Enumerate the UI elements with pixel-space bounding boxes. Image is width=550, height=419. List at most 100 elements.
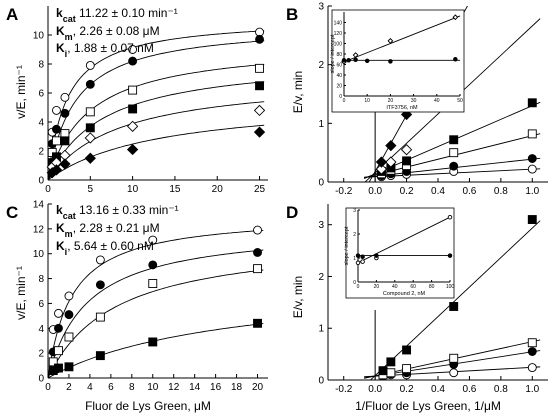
x-tick-label: -0.2 — [335, 384, 353, 395]
data-point — [253, 318, 262, 328]
panel-a-plot: 0 5 10 15 20 25 0 2 4 6 8 10 — [33, 6, 268, 195]
inset-data-point — [355, 260, 361, 266]
data-point — [375, 156, 388, 168]
inset-x-tick-label: 60 — [410, 284, 416, 290]
y-tick-label: 2 — [318, 272, 324, 283]
x-tick-label: 0.8 — [494, 384, 508, 395]
x-tick-label: 5 — [88, 184, 94, 195]
data-point — [60, 108, 70, 118]
inset-data-point — [352, 52, 359, 58]
data-point — [255, 27, 264, 37]
fit-curve — [48, 229, 264, 375]
x-tick-label: 1.0 — [525, 384, 539, 395]
data-point — [386, 357, 396, 367]
data-point — [255, 81, 264, 91]
data-point — [255, 34, 264, 44]
panel-b: B E/v, min -0.2 0.0 0.2 0.4 0.6 0.8 1.0 0 1 2 3 0 1… — [286, 2, 548, 197]
panel-c-params: kcat 13.16 ± 0.33 min⁻¹ Km, 2.28 ± 0.21 … — [56, 203, 179, 257]
x-tick-label: -0.2 — [335, 186, 353, 197]
panel-a-param-km: Km, 2.26 ± 0.08 μM — [56, 24, 160, 42]
data-point — [449, 148, 459, 158]
x-tick-label: 0.0 — [368, 384, 382, 395]
x-tick-label: 12 — [168, 382, 180, 393]
data-point — [449, 353, 459, 363]
x-tick-label: 15 — [169, 184, 181, 195]
inset-x-tick-label: 0 — [343, 98, 346, 104]
x-tick-label: 20 — [252, 382, 264, 393]
y-tick-label: 14 — [33, 200, 45, 211]
inset-y-tick-label: 140 — [334, 20, 343, 26]
panel-d-inset: 0 20 40 60 80 100 0 1 2 3 Compound 2, nM slope / in… — [344, 207, 455, 299]
y-tick-label: 0 — [38, 176, 44, 187]
x-tick-label: 0.4 — [431, 384, 445, 395]
inset-data-point — [388, 59, 393, 64]
x-tick-label: 0.2 — [400, 384, 414, 395]
inset-data-point — [360, 259, 365, 264]
data-point — [128, 56, 138, 66]
x-tick-label: 14 — [189, 382, 201, 393]
data-point — [449, 302, 459, 311]
y-tick-label: 3 — [318, 220, 324, 231]
x-tick-label: 1.0 — [525, 186, 539, 197]
data-point — [253, 104, 266, 117]
data-point — [84, 152, 96, 164]
y-tick-label: 0 — [38, 374, 44, 385]
inset-fit-line — [343, 15, 461, 63]
inset-data-point — [447, 214, 453, 220]
data-point — [54, 363, 63, 373]
y-tick-label: 2 — [318, 60, 324, 71]
data-point — [95, 312, 105, 322]
inset-xlabel: Compound 2, nM — [383, 291, 426, 297]
inset-y-tick-label: 120 — [334, 31, 343, 37]
data-point — [59, 158, 71, 170]
data-point — [253, 264, 262, 274]
panel-letter-c: C — [6, 203, 18, 222]
inset-y-tick-label: 100 — [334, 41, 343, 47]
y-tick-label: 1 — [318, 324, 324, 335]
panel-d-plot: -0.2 0.0 0.2 0.4 0.6 0.8 1.0 0 1 2 3 — [318, 204, 548, 395]
y-tick-label: 6 — [38, 89, 44, 100]
data-point — [148, 260, 158, 270]
inset-y-tick-label: 20 — [336, 83, 342, 89]
data-point — [402, 345, 412, 355]
data-point — [128, 45, 138, 54]
y-tick-label: 8 — [38, 274, 44, 285]
data-point — [148, 235, 158, 245]
inset-x-tick-label: 0 — [357, 284, 360, 290]
y-tick-label: 6 — [38, 299, 44, 310]
data-point — [148, 279, 158, 288]
inset-x-tick-label: 50 — [457, 98, 463, 104]
data-point — [85, 123, 95, 133]
panel-c-param-kcat: kcat 13.16 ± 0.33 min⁻¹ — [56, 203, 179, 221]
x-tick-label: 0.6 — [462, 384, 476, 395]
panel-letter-b: B — [286, 5, 298, 24]
inset-data-point — [374, 253, 379, 258]
data-point — [95, 280, 105, 290]
fit-curve — [47, 81, 265, 180]
data-point — [128, 85, 138, 95]
x-tick-label: 4 — [87, 382, 93, 393]
data-point — [60, 136, 70, 146]
inset-frame — [345, 207, 455, 299]
data-point — [255, 63, 264, 73]
data-point — [95, 255, 105, 265]
panel-b-inset: 0 10 20 30 40 50 0 20 40 60 80 100 120 140 ITF3756, nM… — [330, 9, 465, 113]
data-point — [375, 163, 388, 175]
panel-c-xlabel: Fluor de Lys Green, μM — [85, 399, 211, 413]
data-point — [64, 310, 74, 320]
data-point — [126, 120, 139, 132]
fit-curve — [48, 101, 265, 180]
panel-d: D E/v, min 1/Fluor de Lys Green, 1/μM -0… — [286, 203, 548, 413]
inset-y-tick-label: 1 — [353, 256, 356, 262]
inset-data-point — [452, 14, 459, 21]
inset-data-point — [353, 57, 358, 63]
inset-data-point — [387, 37, 394, 44]
data-point — [95, 351, 105, 361]
y-tick-label: 1 — [318, 119, 324, 130]
data-point — [52, 124, 61, 134]
data-point — [85, 60, 95, 70]
fit-curve — [47, 63, 265, 179]
data-point — [253, 225, 262, 235]
data-point — [527, 215, 537, 224]
data-point — [402, 364, 412, 374]
